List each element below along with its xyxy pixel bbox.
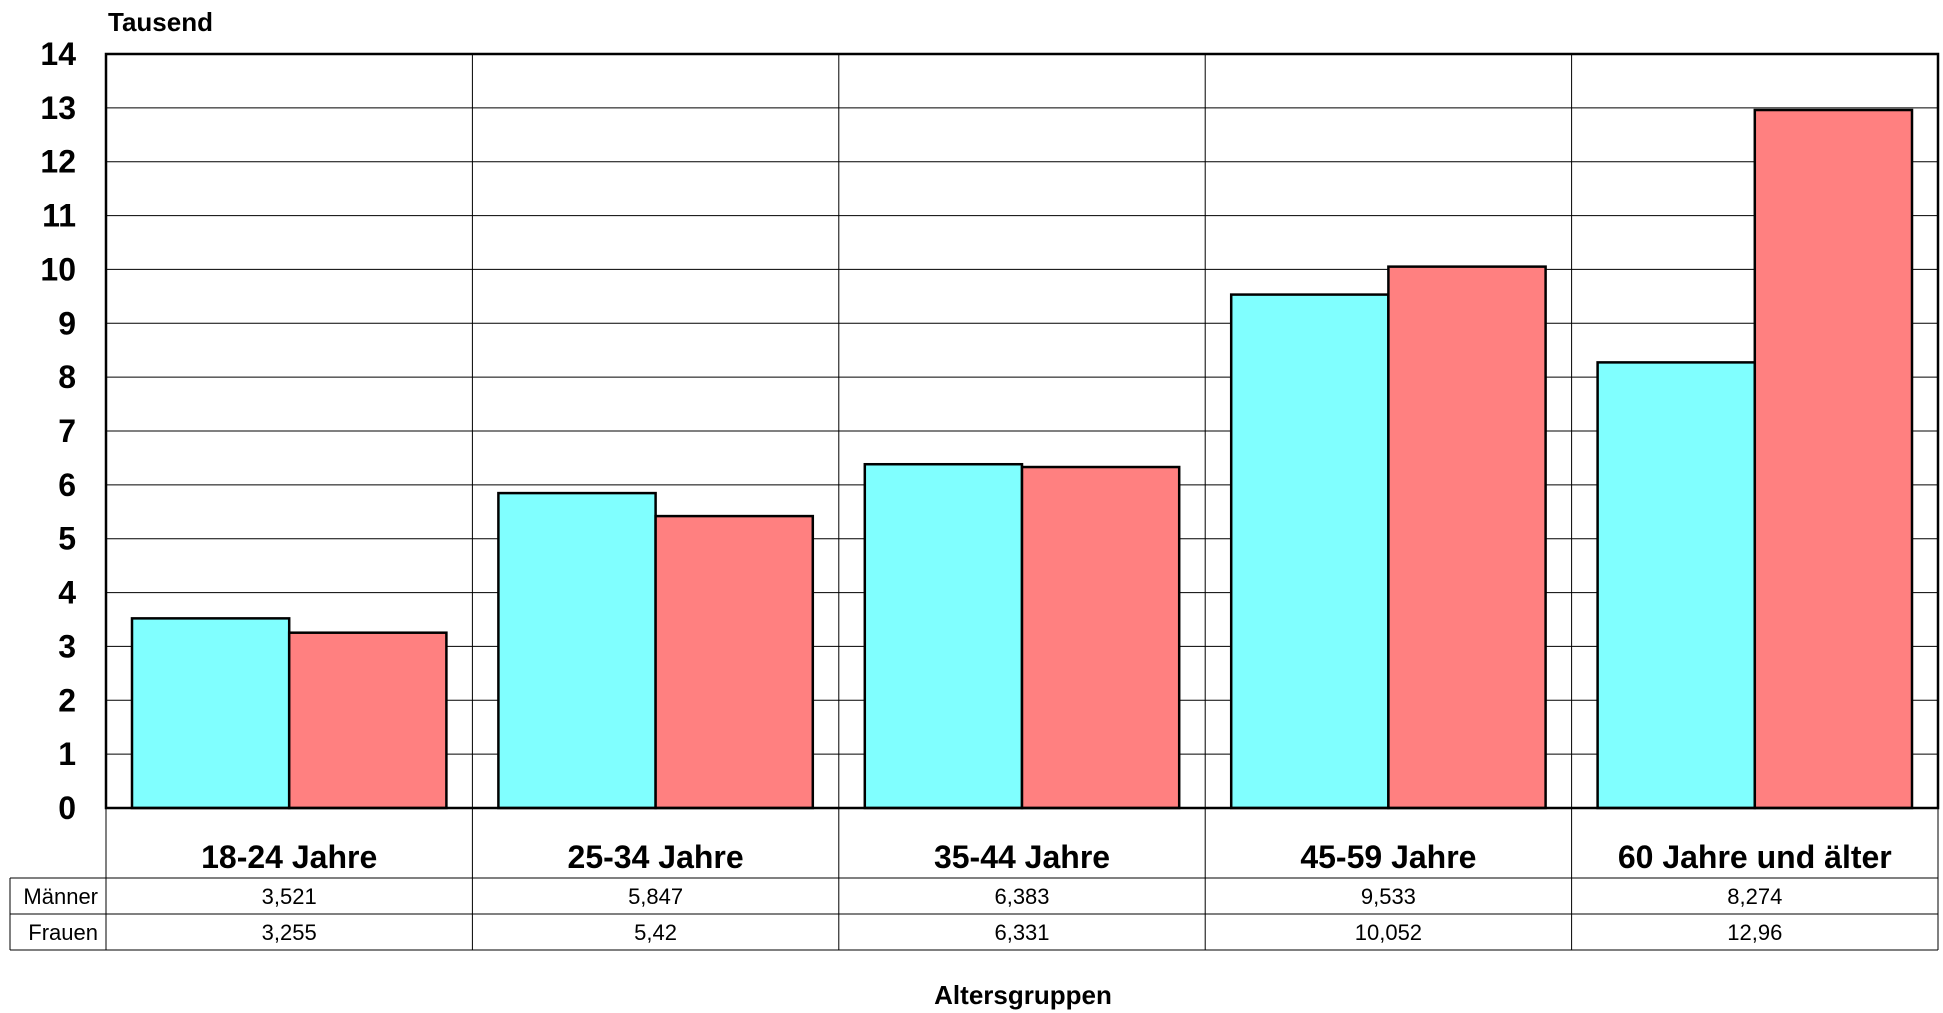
- y-tick-label: 3: [58, 628, 76, 664]
- bar-frauen-5: [1753, 108, 1914, 810]
- category-label: 18-24 Jahre: [201, 839, 377, 875]
- bar-männer-1: [130, 617, 291, 810]
- bar-männer-5: [1596, 361, 1757, 810]
- category-label: 25-34 Jahre: [568, 839, 744, 875]
- category-label: 60 Jahre und älter: [1618, 839, 1892, 875]
- data-label: 5,42: [634, 920, 677, 945]
- data-label: 8,274: [1727, 884, 1782, 909]
- data-table: Männer 3,521 5,847 6,383 9,533 8,274 Frauen 3,2…: [9, 808, 1939, 951]
- data-label: 9,533: [1361, 884, 1416, 909]
- bar-frauen-1: [287, 631, 448, 810]
- y-unit-label: Tausend: [108, 7, 213, 37]
- table-series-name: Männer: [23, 884, 98, 909]
- y-tick-label: 11: [42, 198, 76, 234]
- data-label: 5,847: [628, 884, 683, 909]
- y-tick-label: 7: [58, 413, 76, 449]
- bar-frauen-3: [1020, 465, 1181, 810]
- data-label: 12,96: [1727, 920, 1782, 945]
- data-label: 3,255: [262, 920, 317, 945]
- table-series-name: Frauen: [28, 920, 98, 945]
- y-tick-label: 0: [58, 790, 76, 826]
- bar-frauen-2: [654, 514, 815, 810]
- data-label: 6,383: [994, 884, 1049, 909]
- y-tick-label: 12: [40, 144, 76, 180]
- bar-männer-2: [497, 491, 657, 810]
- bar-frauen-4: [1387, 265, 1547, 810]
- y-tick-label: 4: [58, 575, 76, 611]
- category-label: 45-59 Jahre: [1300, 839, 1476, 875]
- bars: [130, 108, 1914, 810]
- y-tick-label: 9: [58, 305, 76, 341]
- bar-männer-4: [1229, 293, 1390, 810]
- y-tick-label: 10: [40, 251, 76, 287]
- y-tick-label: 6: [58, 467, 76, 503]
- y-tick-label: 8: [58, 359, 76, 395]
- y-tick-label: 14: [40, 36, 76, 72]
- data-label: 10,052: [1355, 920, 1422, 945]
- y-tick-label: 1: [58, 736, 76, 772]
- x-axis-label: Altersgruppen: [934, 980, 1112, 1010]
- plot-frame: [104, 52, 1940, 810]
- data-label: 3,521: [262, 884, 317, 909]
- data-label: 6,331: [994, 920, 1049, 945]
- bar-männer-3: [863, 462, 1024, 810]
- y-tick-label: 2: [58, 682, 76, 718]
- y-tick-label: 5: [58, 521, 76, 557]
- category-label: 35-44 Jahre: [934, 839, 1110, 875]
- x-axis-categories: 18-24 Jahre 25-34 Jahre 35-44 Jahre 45-59 J…: [201, 839, 1892, 875]
- y-tick-label: 13: [40, 90, 76, 126]
